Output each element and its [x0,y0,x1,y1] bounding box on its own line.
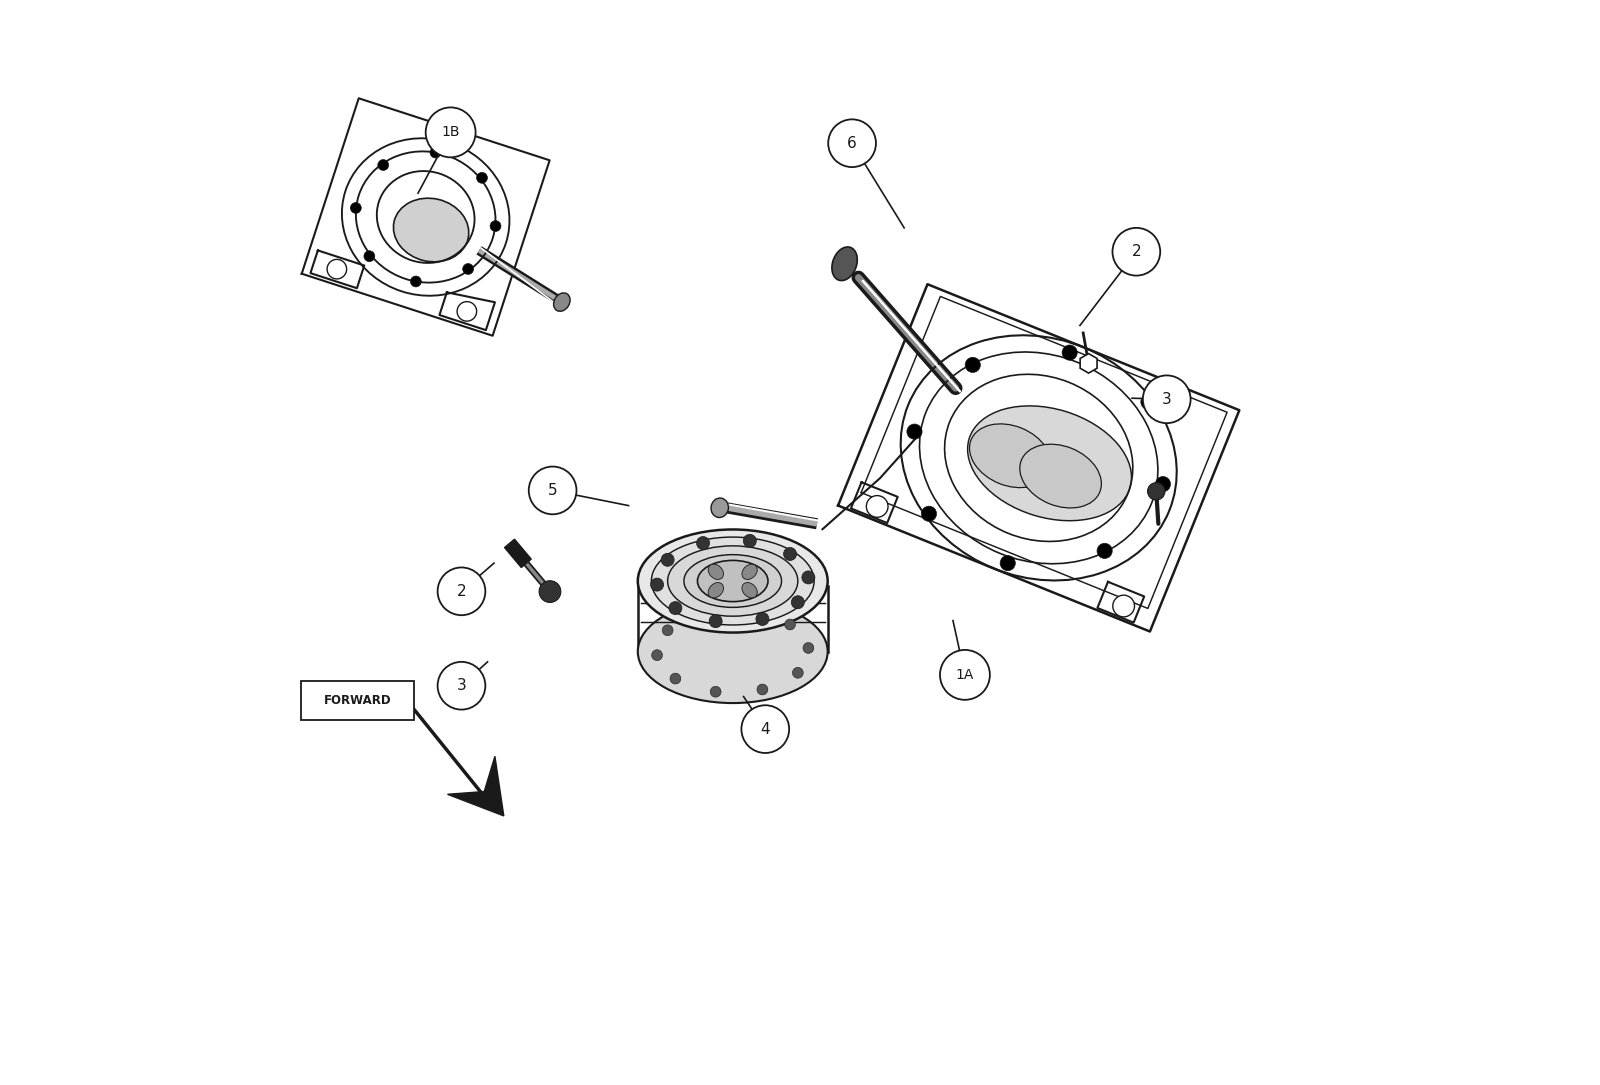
Circle shape [939,650,990,700]
Circle shape [866,496,888,518]
Text: 1A: 1A [955,668,974,681]
Circle shape [757,684,768,694]
Circle shape [378,159,389,170]
Text: 2: 2 [1131,244,1141,259]
Text: 6: 6 [848,136,858,151]
Circle shape [350,203,362,214]
Ellipse shape [832,247,858,281]
Text: 1B: 1B [442,126,459,139]
FancyBboxPatch shape [301,681,414,720]
Circle shape [710,687,722,698]
Circle shape [411,276,421,286]
Ellipse shape [638,529,827,633]
Polygon shape [504,539,531,567]
Circle shape [651,578,664,591]
Circle shape [744,534,757,547]
Circle shape [744,605,755,616]
Circle shape [539,580,562,602]
Ellipse shape [667,546,798,616]
Circle shape [1112,228,1160,276]
Circle shape [803,642,814,653]
Circle shape [438,662,485,710]
Text: 2: 2 [456,584,466,599]
Circle shape [438,567,485,615]
Circle shape [907,424,922,439]
Circle shape [965,357,981,372]
Ellipse shape [394,199,469,261]
Circle shape [662,625,674,636]
Circle shape [792,667,803,678]
Circle shape [709,615,722,628]
Circle shape [784,548,797,561]
Circle shape [1147,483,1165,500]
Circle shape [670,673,682,684]
Circle shape [458,302,477,321]
Circle shape [1155,476,1171,492]
Circle shape [528,467,576,514]
Circle shape [792,596,805,609]
Circle shape [1098,544,1112,559]
Circle shape [651,650,662,661]
Ellipse shape [709,583,723,598]
Circle shape [1142,375,1190,423]
Ellipse shape [698,560,768,601]
Circle shape [426,107,475,157]
Circle shape [1000,556,1016,571]
Circle shape [462,264,474,275]
Text: 3: 3 [1162,392,1171,407]
Ellipse shape [968,406,1131,521]
Polygon shape [448,756,504,816]
Circle shape [1062,345,1077,360]
Text: 5: 5 [547,483,557,498]
Circle shape [741,705,789,753]
Polygon shape [1080,354,1098,373]
Circle shape [784,620,795,630]
Circle shape [661,553,674,566]
Text: FORWARD: FORWARD [323,694,390,707]
Circle shape [829,119,875,167]
Ellipse shape [970,424,1051,487]
Circle shape [430,148,442,158]
Circle shape [669,601,682,614]
Circle shape [1141,394,1157,409]
Ellipse shape [1019,444,1101,508]
Circle shape [922,507,936,522]
Circle shape [326,259,347,279]
Ellipse shape [742,564,757,579]
Ellipse shape [742,583,757,598]
Ellipse shape [710,498,728,518]
Ellipse shape [709,564,723,579]
Circle shape [363,251,374,261]
Ellipse shape [683,554,781,608]
Circle shape [755,612,770,625]
Text: 4: 4 [760,722,770,737]
Text: 3: 3 [456,678,466,693]
Circle shape [477,173,488,183]
Ellipse shape [638,600,827,703]
Circle shape [696,537,709,550]
Circle shape [802,571,814,584]
Ellipse shape [651,537,814,625]
Circle shape [1114,596,1134,617]
Circle shape [698,609,709,620]
Circle shape [490,220,501,231]
Ellipse shape [554,293,570,311]
